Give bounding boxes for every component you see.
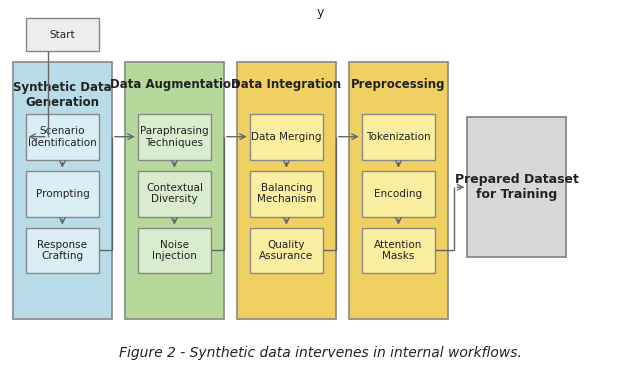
Text: Preprocessing: Preprocessing xyxy=(351,78,445,91)
Text: Noise
Injection: Noise Injection xyxy=(152,240,197,261)
Text: Encoding: Encoding xyxy=(374,189,422,199)
Bar xyxy=(138,228,211,273)
Bar xyxy=(13,62,112,319)
Text: Quality
Assurance: Quality Assurance xyxy=(259,240,314,261)
Bar xyxy=(26,228,99,273)
Text: Data Augmentation: Data Augmentation xyxy=(109,78,239,91)
Bar xyxy=(237,62,336,319)
Bar xyxy=(349,62,448,319)
Text: Response
Crafting: Response Crafting xyxy=(37,240,88,261)
Bar xyxy=(362,171,435,217)
Bar xyxy=(250,171,323,217)
Bar xyxy=(250,114,323,160)
Bar xyxy=(467,117,566,257)
Text: Prepared Dataset
for Training: Prepared Dataset for Training xyxy=(455,173,579,201)
Text: Paraphrasing
Techniques: Paraphrasing Techniques xyxy=(140,126,209,148)
Text: Data Integration: Data Integration xyxy=(231,78,342,91)
Bar xyxy=(26,171,99,217)
Bar xyxy=(362,228,435,273)
Bar xyxy=(362,114,435,160)
Text: Prompting: Prompting xyxy=(36,189,89,199)
Bar xyxy=(26,114,99,160)
Text: Figure 2 - Synthetic data intervenes in internal workflows.: Figure 2 - Synthetic data intervenes in … xyxy=(118,346,522,360)
Bar xyxy=(250,228,323,273)
Text: Start: Start xyxy=(49,30,76,40)
Text: y: y xyxy=(316,6,324,18)
Bar xyxy=(125,62,224,319)
Text: Synthetic Data
Generation: Synthetic Data Generation xyxy=(13,81,112,109)
Bar xyxy=(138,171,211,217)
Bar xyxy=(26,18,99,51)
Text: Attention
Masks: Attention Masks xyxy=(374,240,422,261)
Text: Data Merging: Data Merging xyxy=(251,132,322,142)
Text: Balancing
Mechanism: Balancing Mechanism xyxy=(257,183,316,204)
Text: Contextual
Diversity: Contextual Diversity xyxy=(146,183,203,204)
Text: Tokenization: Tokenization xyxy=(366,132,431,142)
Bar xyxy=(138,114,211,160)
Text: Scenario
Identification: Scenario Identification xyxy=(28,126,97,148)
